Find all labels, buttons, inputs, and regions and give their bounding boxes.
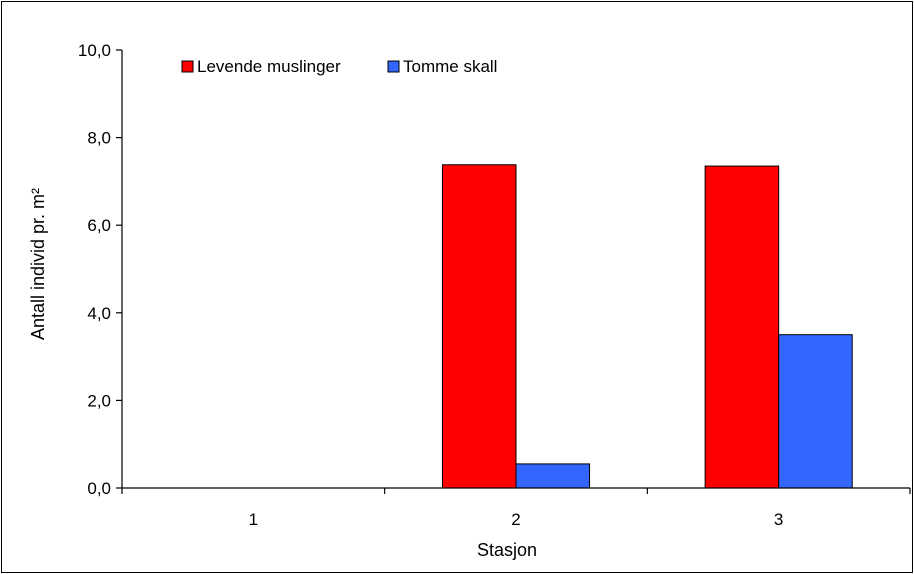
x-ticks: 1 2 3 [121, 488, 911, 529]
y-tick-label: 0,0 [87, 479, 111, 498]
bar [441, 164, 517, 489]
y-tick-label: 4,0 [87, 304, 111, 323]
legend-swatch [387, 60, 400, 73]
y-tick-label: 2,0 [87, 391, 111, 410]
x-tick-label: 2 [511, 510, 520, 529]
legend-label: Levende muslinger [197, 57, 341, 76]
x-tick-label: 3 [774, 510, 783, 529]
x-axis-title: Stasjon [477, 540, 537, 560]
bar [704, 165, 780, 489]
x-tick-label: 1 [249, 510, 258, 529]
y-ticks: 0,0 2,0 4,0 6,0 8,0 10,0 [78, 41, 122, 498]
bars-layer [441, 164, 853, 489]
y-tick-label: 10,0 [78, 41, 111, 60]
legend: Levende muslinger Tomme skall [181, 57, 497, 76]
bar [778, 334, 853, 489]
y-tick-label: 6,0 [87, 216, 111, 235]
y-tick-label: 8,0 [87, 129, 111, 148]
legend-label: Tomme skall [403, 57, 497, 76]
y-axis-title: Antall individ pr. m² [28, 188, 48, 340]
bar [515, 463, 591, 489]
legend-swatch [181, 60, 194, 73]
